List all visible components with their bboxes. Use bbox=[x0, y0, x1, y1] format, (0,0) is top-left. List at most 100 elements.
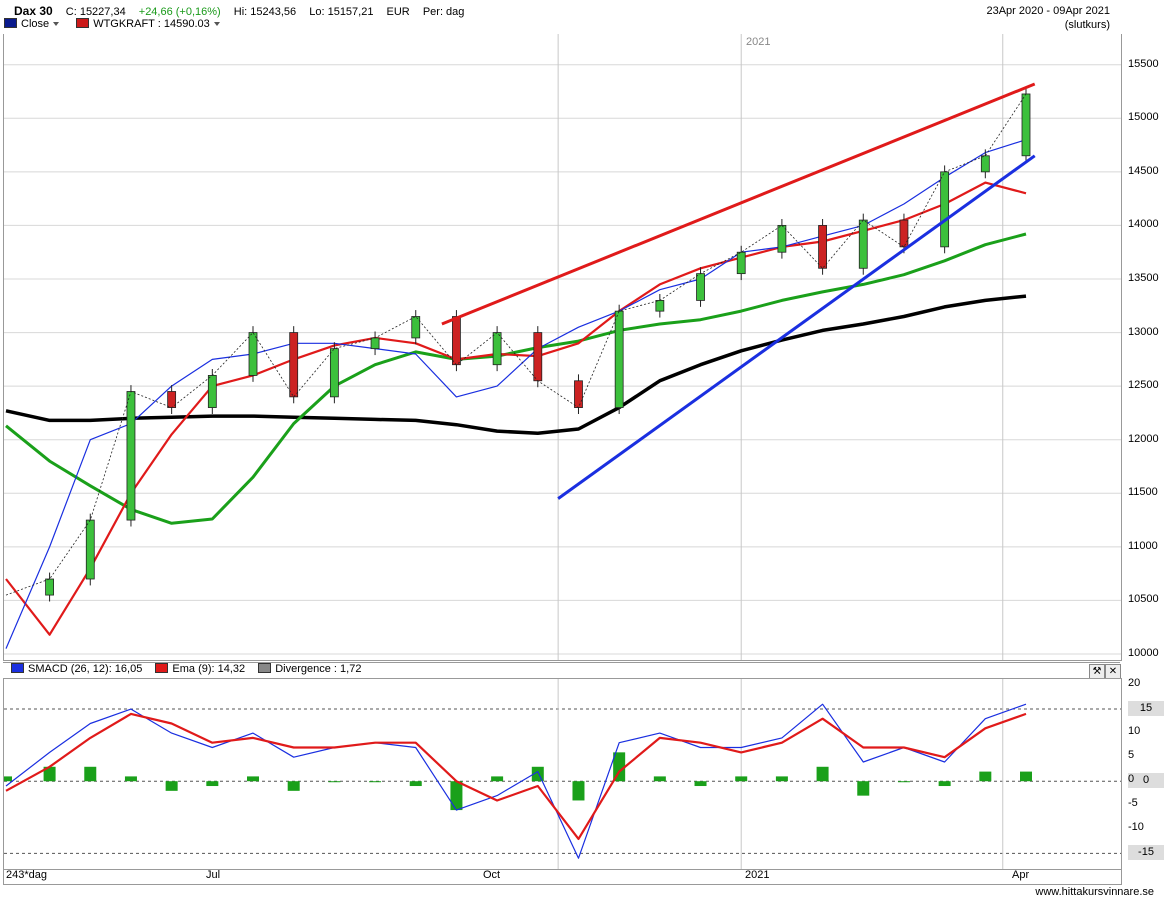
divergence-bar bbox=[328, 781, 341, 783]
price-type: (slutkurs) bbox=[1064, 19, 1110, 31]
macd-y-tick: -10 bbox=[1128, 821, 1144, 834]
candle-body bbox=[85, 519, 95, 580]
macd-y-tick: 0 bbox=[1128, 773, 1135, 786]
macd-level-0: 0 bbox=[1128, 773, 1164, 789]
trendline bbox=[441, 82, 1036, 326]
candle-body bbox=[736, 251, 746, 275]
legend-divergence-label: Divergence : 1,72 bbox=[275, 663, 362, 675]
change-value: +24,66 (+0,16%) bbox=[138, 6, 221, 18]
candle-body bbox=[492, 332, 502, 366]
divergence-bar bbox=[979, 771, 992, 782]
legend-smacd: SMACD (26, 12): 16,05 bbox=[11, 663, 142, 675]
price-y-tick-12000: 12000 bbox=[1128, 432, 1159, 445]
candle-body bbox=[452, 316, 461, 366]
candle-body bbox=[45, 578, 54, 596]
candle-body bbox=[818, 225, 827, 269]
candle-body bbox=[899, 219, 909, 248]
price-legend: Close WTGKRAFT : 14590.03 bbox=[4, 18, 234, 30]
macd-chart bbox=[0, 679, 1121, 869]
date-range: 23Apr 2020 - 09Apr 2021 bbox=[986, 5, 1110, 17]
price-y-tick-13500: 13500 bbox=[1128, 272, 1159, 284]
price-y-tick-12500: 12500 bbox=[1128, 379, 1159, 392]
legend-divergence: Divergence : 1,72 bbox=[258, 663, 361, 675]
divergence-bar bbox=[409, 781, 422, 787]
year-marker: 2021 bbox=[746, 36, 771, 48]
divergence-bar bbox=[775, 776, 788, 782]
price-y-tick-11500: 11500 bbox=[1128, 486, 1158, 499]
candle-body bbox=[289, 332, 299, 398]
bar-count: 243*dag bbox=[6, 869, 47, 881]
divergence-bar bbox=[857, 781, 870, 796]
candle-body bbox=[940, 171, 950, 248]
legend-wtgkraft-swatch bbox=[76, 18, 90, 28]
divergence-bar bbox=[124, 776, 137, 782]
candle-body bbox=[411, 316, 421, 339]
divergence-bar bbox=[613, 752, 626, 782]
close-icon[interactable]: ✕ bbox=[1105, 664, 1121, 679]
divergence-bar bbox=[450, 781, 463, 811]
x-axis: 243*dag Jul Oct 2021 Apr bbox=[3, 868, 1122, 885]
x-label-apr: Apr bbox=[1012, 869, 1030, 881]
candle-body bbox=[614, 310, 624, 408]
candle-body bbox=[574, 380, 583, 408]
candle-body bbox=[329, 348, 339, 398]
moving-average-line bbox=[5, 232, 1027, 525]
candle-body bbox=[655, 300, 665, 312]
price-y-tick-15000: 15000 bbox=[1128, 111, 1159, 124]
candle-body bbox=[1021, 93, 1031, 157]
smacd-line bbox=[5, 703, 1027, 859]
macd-y-tick: 10 bbox=[1128, 725, 1141, 738]
macd-panel[interactable] bbox=[0, 678, 1122, 870]
instrument-name: Dax 30 bbox=[14, 4, 53, 18]
period: Per: dag bbox=[422, 6, 465, 18]
legend-wtgkraft[interactable]: WTGKRAFT : 14590.03 bbox=[76, 18, 220, 30]
divergence-bar bbox=[43, 766, 56, 782]
price-panel[interactable] bbox=[3, 34, 1122, 661]
divergence-bar bbox=[897, 781, 910, 783]
legend-wtgkraft-label: WTGKRAFT : 14590.03 bbox=[93, 18, 210, 30]
price-y-tick-10000: 10000 bbox=[1128, 647, 1159, 659]
divergence-bar bbox=[653, 776, 666, 782]
moving-average-line bbox=[5, 139, 1027, 649]
legend-close[interactable]: Close bbox=[4, 18, 60, 30]
legend-smacd-label: SMACD (26, 12): 16,05 bbox=[28, 663, 143, 675]
divergence-bar bbox=[694, 781, 707, 787]
divergence-bar bbox=[206, 781, 219, 787]
candle-body bbox=[207, 375, 217, 408]
divergence-bar bbox=[572, 781, 585, 801]
candle-body bbox=[126, 391, 136, 521]
low-value: Lo: 15157,21 bbox=[309, 6, 374, 18]
price-y-tick-11000: 11000 bbox=[1128, 539, 1158, 552]
legend-close-label: Close bbox=[21, 18, 50, 30]
currency: EUR bbox=[386, 6, 410, 18]
price-y-tick-13000: 13000 bbox=[1128, 325, 1159, 338]
macd-level-15: 15 bbox=[1128, 701, 1164, 717]
candle-body bbox=[248, 332, 258, 376]
divergence-bar bbox=[369, 781, 382, 783]
price-y-tick-14500: 14500 bbox=[1128, 164, 1159, 177]
wrench-icon[interactable]: ⚒ bbox=[1089, 664, 1105, 679]
divergence-bar bbox=[735, 776, 748, 782]
candle-body bbox=[533, 332, 543, 382]
quote-summary: Dax 30 C: 15227,34 +24,66 (+0,16%) Hi: 1… bbox=[14, 4, 474, 18]
x-label-2021: 2021 bbox=[745, 869, 770, 881]
candle-body bbox=[370, 337, 380, 350]
divergence-bar bbox=[247, 776, 260, 782]
x-label-jul: Jul bbox=[206, 869, 221, 881]
divergence-bar bbox=[84, 766, 97, 782]
legend-divergence-swatch bbox=[258, 663, 272, 673]
divergence-bar bbox=[0, 776, 12, 782]
moving-average-line bbox=[5, 181, 1027, 636]
ema-line bbox=[5, 712, 1027, 840]
chevron-down-icon[interactable] bbox=[53, 22, 60, 26]
legend-close-swatch bbox=[4, 18, 17, 28]
footer-site[interactable]: www.hittakursvinnare.se bbox=[1035, 886, 1154, 898]
chevron-down-icon[interactable] bbox=[213, 22, 220, 26]
date-range-block: 23Apr 2020 - 09Apr 2021 (slutkurs) bbox=[986, 4, 1110, 32]
x-label-oct: Oct bbox=[483, 869, 501, 881]
candle-body bbox=[980, 155, 990, 173]
price-chart bbox=[4, 34, 1121, 660]
macd-header: SMACD (26, 12): 16,05 Ema (9): 14,32 Div… bbox=[3, 662, 1121, 679]
divergence-bar bbox=[1020, 771, 1032, 782]
candle-body bbox=[858, 219, 868, 269]
